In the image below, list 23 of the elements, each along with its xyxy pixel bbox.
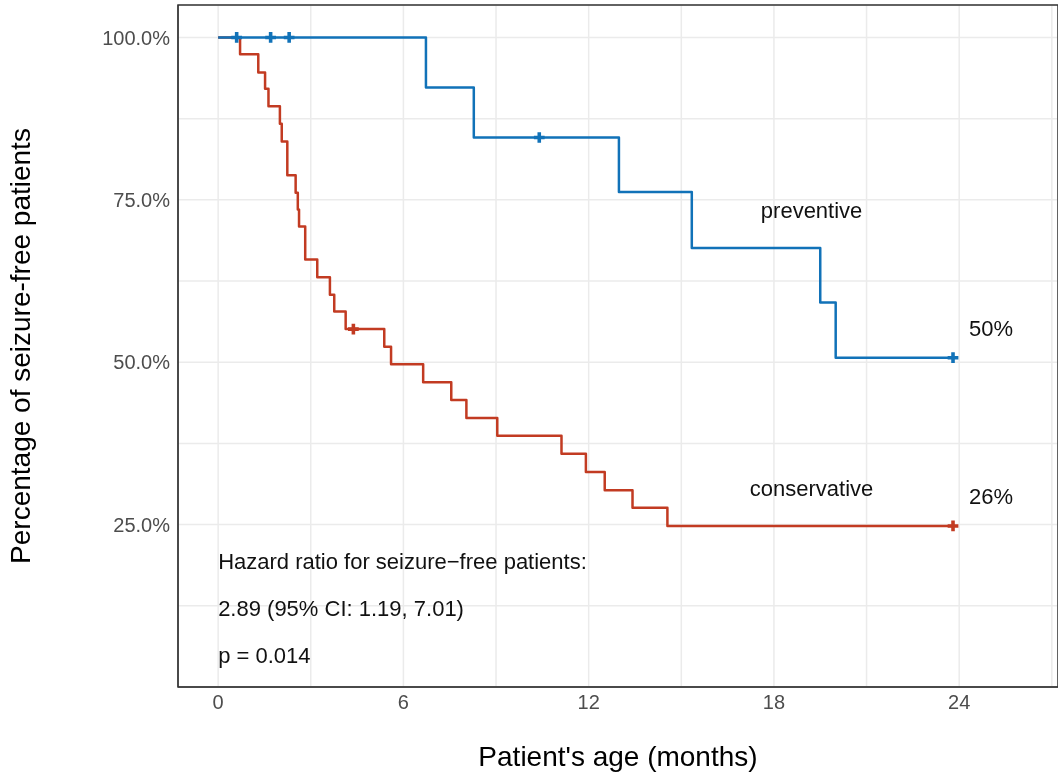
x-tick-label: 24 xyxy=(948,691,971,714)
x-tick-label: 6 xyxy=(397,691,409,714)
point xyxy=(947,352,959,364)
point xyxy=(348,323,359,335)
point xyxy=(533,132,545,143)
point xyxy=(283,32,295,43)
annotation: 50% xyxy=(969,315,1014,341)
annotation: 2.89 (95% CI: 1.19, 7.01) xyxy=(218,596,464,621)
annotation: p = 0.014 xyxy=(218,643,311,668)
y-axis-title: Percentage of seizure-free patients xyxy=(4,128,36,564)
point xyxy=(947,520,959,532)
annotation: 26% xyxy=(969,483,1014,509)
annotation: Hazard ratio for seizure−free patients: xyxy=(218,549,587,574)
series-label: conservative xyxy=(749,475,874,501)
y-tick-label: 50.0% xyxy=(113,351,171,374)
x-tick-label: 12 xyxy=(577,691,600,714)
series-label: preventive xyxy=(760,197,863,223)
x-tick-label: 18 xyxy=(762,691,786,714)
y-tick-label: 100.0% xyxy=(102,26,171,49)
x-axis-title: Patient's age (months) xyxy=(478,741,758,772)
y-tick-label: 75.0% xyxy=(113,188,171,211)
x-tick-label: 0 xyxy=(212,691,224,714)
y-tick-label: 25.0% xyxy=(113,513,171,536)
